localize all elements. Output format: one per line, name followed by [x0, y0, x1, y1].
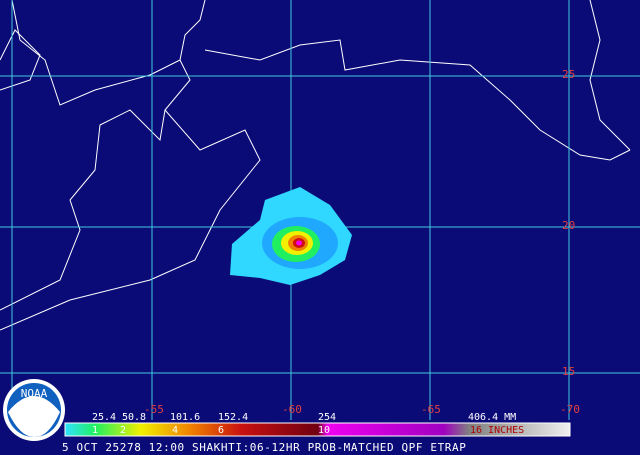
lon-label: -70	[560, 403, 580, 416]
color-bar	[64, 422, 571, 437]
lon-label: -65	[421, 403, 441, 416]
mm-label: 152.4	[218, 412, 248, 423]
mm-label: 254	[318, 412, 336, 423]
mm-label: 406.4 MM	[468, 412, 516, 423]
caption: 5 OCT 25278 12:00 SHAKHTI:06-12HR PROB-M…	[62, 441, 466, 454]
coastlines	[0, 0, 631, 331]
lat-label: 25	[562, 68, 575, 81]
lon-label: -60	[282, 403, 302, 416]
mm-label: 101.6	[170, 412, 200, 423]
rainfall	[230, 187, 352, 285]
logo-text: NOAA	[21, 387, 48, 400]
logo: NOAA	[3, 379, 65, 441]
lon-labels: -55 -60 -65 -70	[144, 403, 580, 416]
mm-label: 25.4	[92, 412, 116, 423]
inch-label: 2	[120, 425, 126, 436]
inch-label: 4	[172, 425, 178, 436]
grid	[0, 0, 640, 420]
mm-label: 50.8	[122, 412, 146, 423]
inch-label: 16 INCHES	[470, 425, 524, 436]
inch-label: 1	[92, 425, 98, 436]
lat-label: 15	[562, 365, 575, 378]
inch-label: 6	[218, 425, 224, 436]
lat-label: 20	[562, 219, 575, 232]
lon-label: -55	[144, 403, 164, 416]
legend: 25.4 50.8 101.6 152.4 254 406.4 MM 1 2 4…	[64, 412, 571, 437]
lat-labels: 25 20 15	[562, 68, 575, 378]
inch-label: 10	[318, 425, 330, 436]
